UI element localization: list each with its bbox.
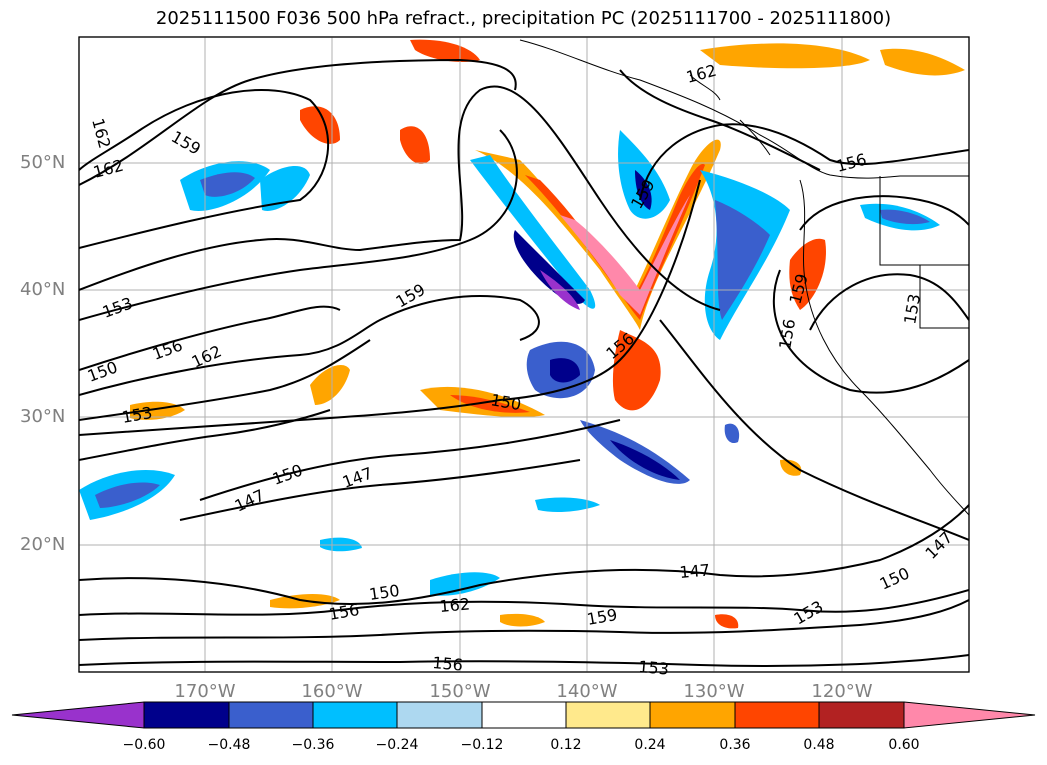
colorbar-tick: −0.48 [207,737,251,753]
colorbar-tick: 0.48 [803,737,835,753]
contour-lines [79,58,969,667]
colorbar-tick: 0.24 [634,737,666,753]
colorbar-cell [734,701,820,729]
colorbar-tick: −0.60 [122,737,166,753]
colorbar-tick: −0.24 [375,737,419,753]
colorbar-tick: 0.36 [719,737,751,753]
lon-label: 140°W [556,681,618,702]
lon-label: 160°W [301,681,363,702]
colorbar-cell [481,701,567,729]
lon-label: 130°W [683,681,745,702]
contour-label: 153 [638,657,670,679]
anomaly-patches [79,39,965,629]
colorbar-cell [396,701,483,729]
colorbar-cell [818,701,905,729]
contour-label: 156 [432,653,464,675]
lat-label: 30°N [20,406,66,427]
contour-label: 150 [368,581,401,604]
colorbar-cell [143,701,230,729]
graticule [79,37,969,672]
colorbar-tick: −0.36 [291,737,335,753]
colorbar-cell [565,701,651,729]
colorbar-extend-high [903,701,1036,729]
lat-label: 20°N [20,534,66,555]
colorbar-cell [649,701,736,729]
contour-label: 147 [679,560,711,582]
contour-label: 162 [439,594,471,616]
lat-label: 40°N [20,279,66,300]
colorbar-cell [312,701,398,729]
colorbar-tick: 0.60 [888,737,920,753]
lon-label: 150°W [429,681,491,702]
lon-label: 120°W [811,681,873,702]
map-title: 2025111500 F036 500 hPa refract., precip… [155,8,892,29]
lon-label: 170°W [174,681,236,702]
colorbar-tick: −0.12 [460,737,504,753]
colorbar-tick: 0.12 [550,737,582,753]
coastlines [519,39,969,516]
colorbar [11,701,1036,729]
colorbar-extend-low [11,701,145,729]
colorbar-cell [228,701,314,729]
lat-label: 50°N [20,152,66,173]
